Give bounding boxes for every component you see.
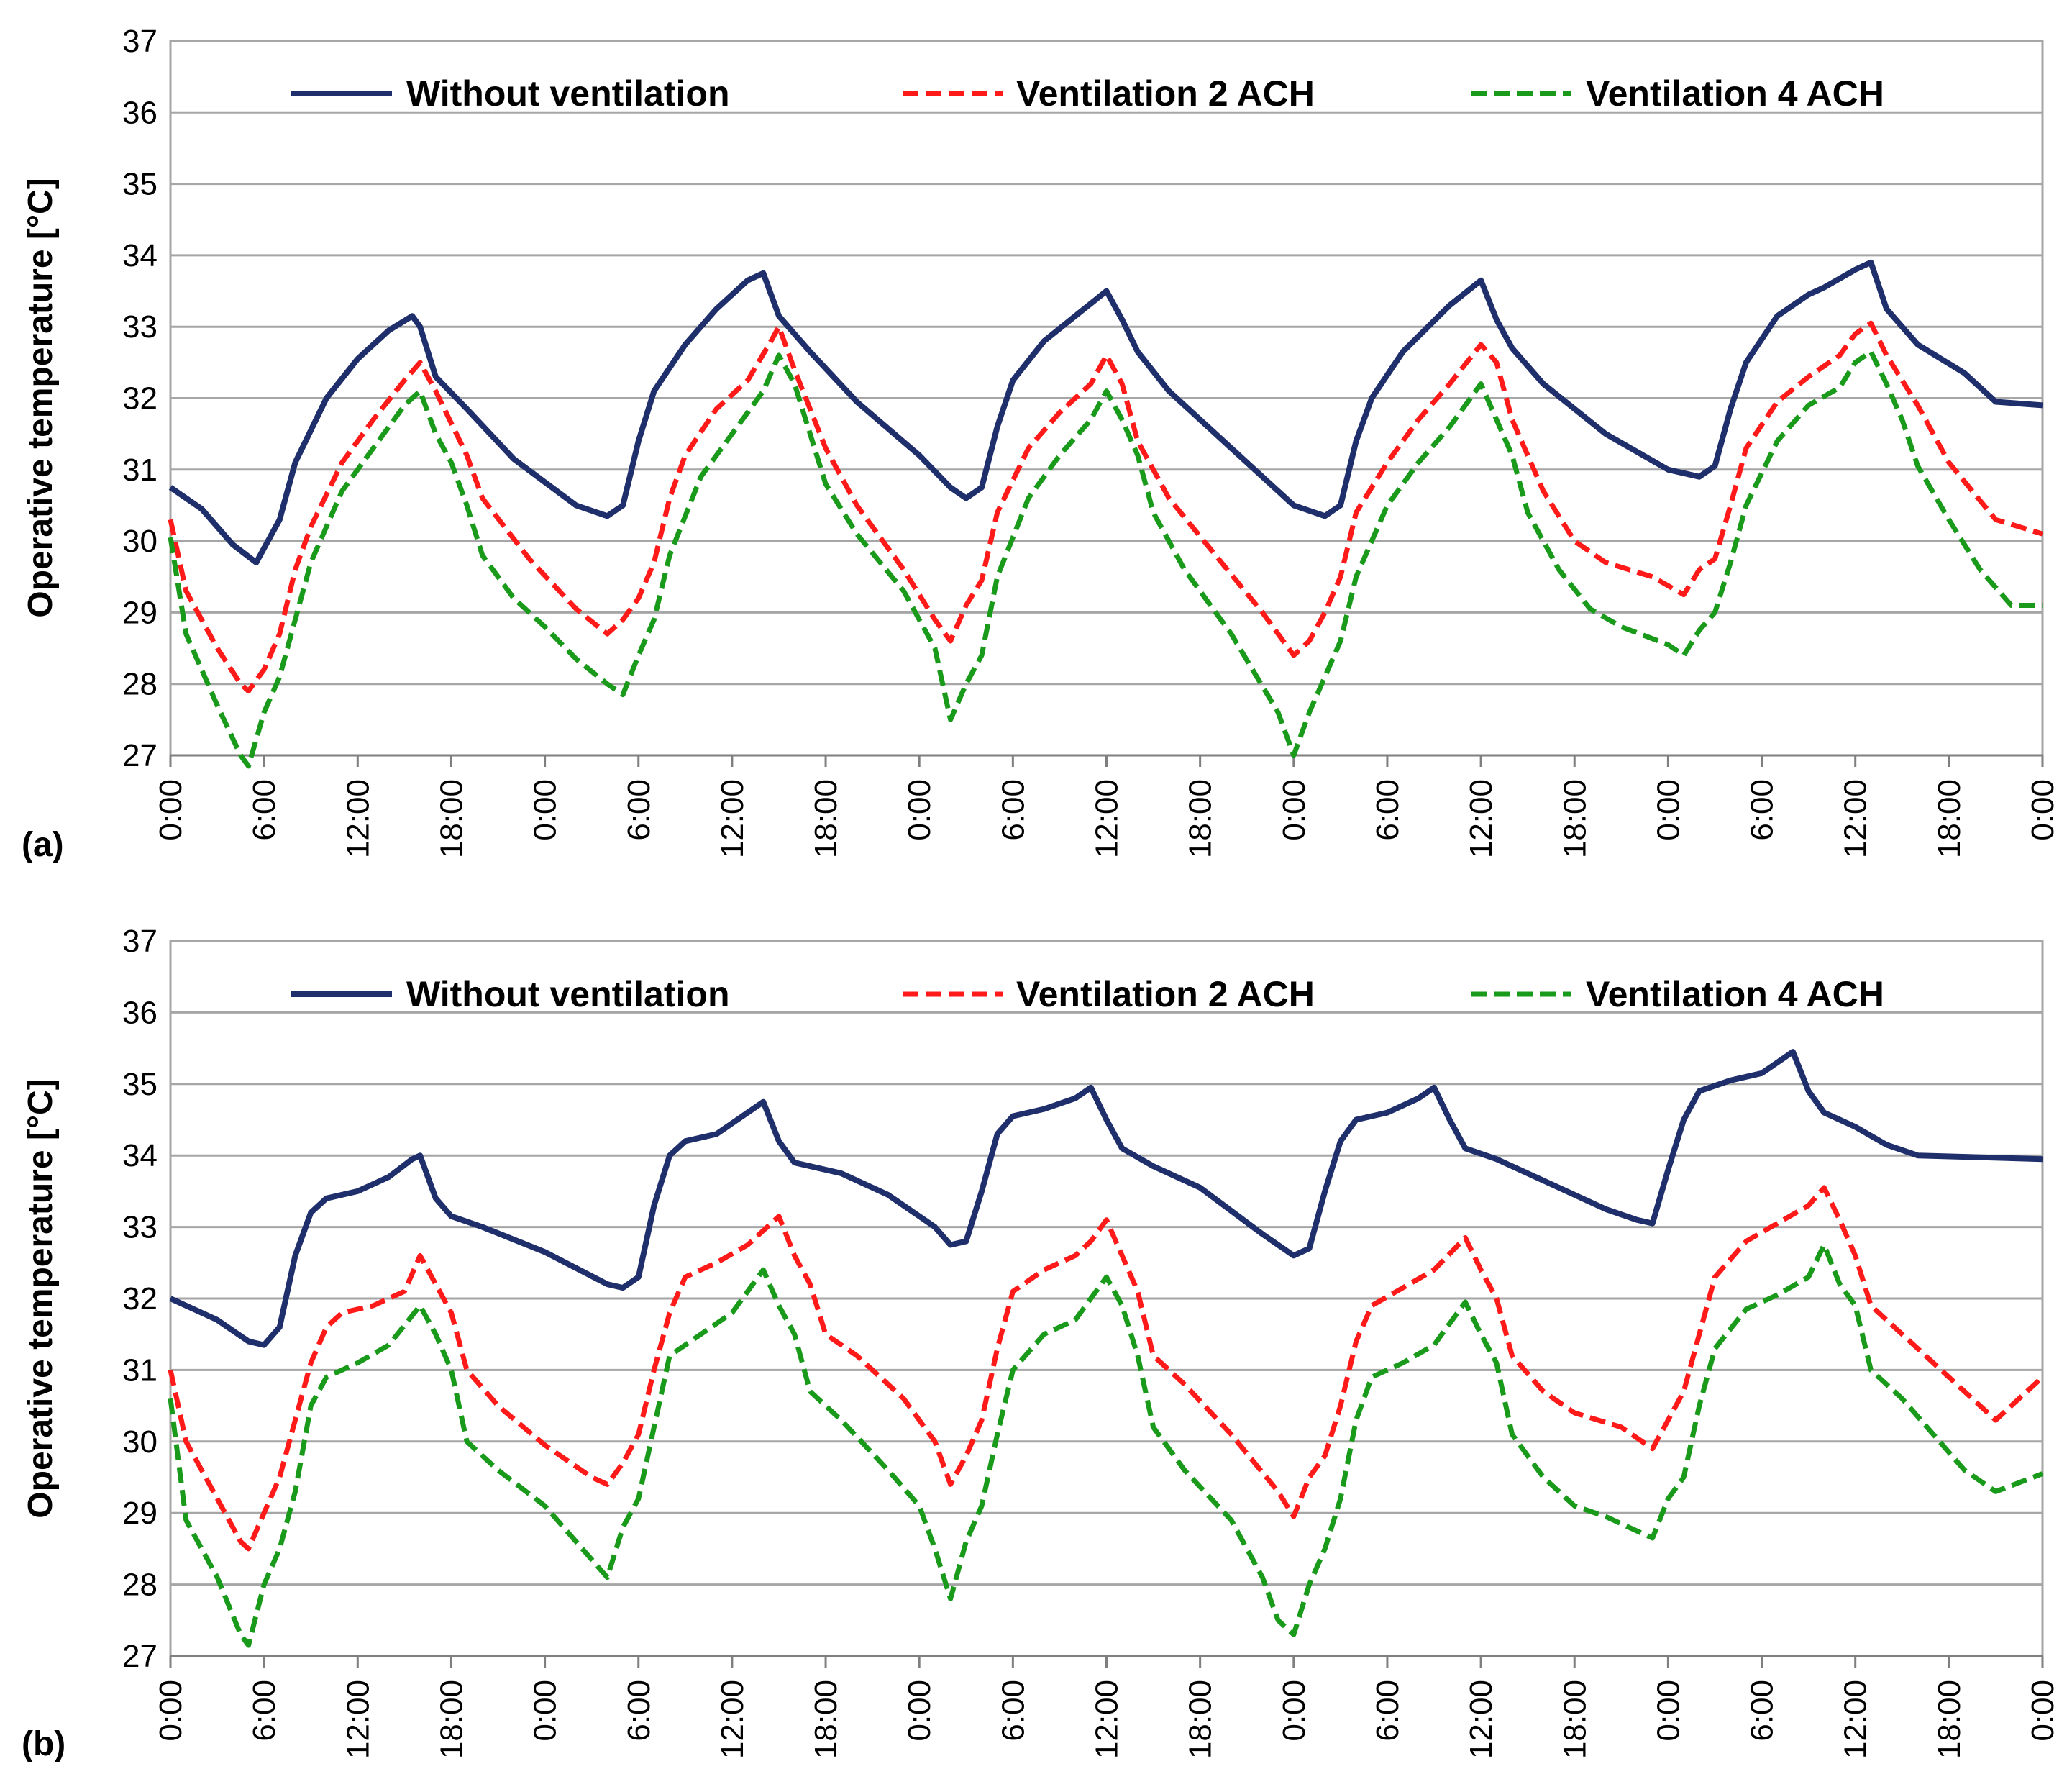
x-tick-label: 6:00 xyxy=(995,779,1031,841)
panel-label: (b) xyxy=(22,1725,65,1763)
x-tick-label: 18:00 xyxy=(1557,779,1592,858)
ventilation-4-ach-line xyxy=(168,1242,2044,1648)
legend-label: Ventilation 2 ACH xyxy=(1016,73,1315,114)
x-tick-label: 0:00 xyxy=(1651,779,1686,841)
y-tick-label: 34 xyxy=(122,238,158,273)
y-tick-label: 29 xyxy=(122,1496,158,1531)
x-tick-label: 18:00 xyxy=(1183,1680,1218,1759)
x-tick-label: 0:00 xyxy=(902,1680,937,1742)
y-tick-label: 32 xyxy=(122,1281,158,1316)
x-tick-label: 6:00 xyxy=(1745,779,1780,841)
panel-b: 27 28 29 30 31 32 33 34 35 36 37 0:00 6:00 12:00 18:00… xyxy=(22,924,2060,1763)
x-tick-label: 0:00 xyxy=(2025,779,2060,841)
y-tick-label: 31 xyxy=(122,452,158,488)
x-tick-label: 0:00 xyxy=(1651,1680,1686,1742)
x-tick-label: 18:00 xyxy=(434,1680,469,1759)
y-tick-label: 30 xyxy=(122,524,158,559)
without-ventilation-line xyxy=(169,1049,2043,1348)
y-tick-label: 28 xyxy=(122,667,158,702)
panel-label: (a) xyxy=(22,826,64,864)
y-tick-label: 36 xyxy=(122,995,158,1030)
legend-label: Ventilation 4 ACH xyxy=(1586,974,1884,1014)
x-tick-label: 18:00 xyxy=(808,779,844,858)
x-tick-label: 12:00 xyxy=(1838,1680,1874,1759)
ventilation-2-ach-line xyxy=(168,320,2044,694)
x-tick-label: 12:00 xyxy=(1090,779,1125,858)
x-tick-label: 12:00 xyxy=(1838,779,1874,858)
y-axis-title: Operative temperature [°C] xyxy=(22,1078,60,1518)
x-tick-label: 6:00 xyxy=(621,1680,657,1742)
y-tick-label: 35 xyxy=(122,167,158,202)
x-tick-label: 0:00 xyxy=(1277,1680,1312,1742)
x-tick-label: 0:00 xyxy=(528,1680,563,1742)
x-tick-label: 0:00 xyxy=(153,1680,188,1742)
x-tick-label: 0:00 xyxy=(1277,779,1312,841)
y-tick-label: 29 xyxy=(122,595,158,630)
y-tick-label: 30 xyxy=(122,1424,158,1460)
legend-label: Without ventilation xyxy=(406,73,730,114)
x-tick-label: 0:00 xyxy=(902,779,937,841)
panel-a: 27 28 29 30 31 32 33 34 35 36 37 0:00 6:00 12:00 18:00… xyxy=(22,24,2060,864)
y-tick-label: 31 xyxy=(122,1352,158,1388)
legend-label: Ventilation 2 ACH xyxy=(1016,974,1315,1014)
x-tick-label: 6:00 xyxy=(995,1680,1031,1742)
legend-label: Ventilation 4 ACH xyxy=(1586,73,1884,114)
x-tick-label: 18:00 xyxy=(808,1680,844,1759)
x-tick-label: 18:00 xyxy=(434,779,469,858)
x-tick-label: 6:00 xyxy=(1745,1680,1780,1742)
x-tick-label: 0:00 xyxy=(2025,1680,2060,1742)
x-tick-label: 6:00 xyxy=(247,1680,282,1742)
x-tick-label: 6:00 xyxy=(247,779,282,841)
x-tick-label: 12:00 xyxy=(1464,1680,1499,1759)
x-tick-label: 12:00 xyxy=(340,1680,375,1759)
ventilation-2-ach-line xyxy=(168,1185,2045,1552)
y-tick-label: 32 xyxy=(122,381,158,417)
x-tick-label: 18:00 xyxy=(1932,779,1967,858)
x-tick-label: 12:00 xyxy=(715,1680,750,1759)
ventilation-4-ach-line xyxy=(168,349,2043,769)
y-tick-label: 36 xyxy=(122,95,158,130)
y-axis-title: Operative temperature [°C] xyxy=(22,178,60,617)
x-tick-label: 12:00 xyxy=(1464,779,1499,858)
y-tick-label: 27 xyxy=(122,738,158,773)
x-tick-label: 18:00 xyxy=(1183,779,1218,858)
x-tick-label: 18:00 xyxy=(1557,1680,1592,1759)
y-tick-label: 28 xyxy=(122,1568,158,1603)
x-tick-label: 18:00 xyxy=(1932,1680,1967,1759)
y-tick-label: 34 xyxy=(122,1138,158,1173)
x-tick-label: 6:00 xyxy=(1370,1680,1405,1742)
y-tick-label: 33 xyxy=(122,309,158,345)
x-tick-label: 6:00 xyxy=(1370,779,1405,841)
x-tick-label: 0:00 xyxy=(153,779,188,841)
y-tick-label: 35 xyxy=(122,1067,158,1102)
legend-label: Without ventilation xyxy=(406,974,730,1014)
x-tick-label: 12:00 xyxy=(1090,1680,1125,1759)
y-tick-label: 33 xyxy=(122,1210,158,1245)
x-tick-label: 6:00 xyxy=(621,779,657,841)
y-tick-label: 27 xyxy=(122,1639,158,1674)
y-tick-label: 37 xyxy=(122,24,158,59)
x-tick-label: 0:00 xyxy=(528,779,563,841)
y-tick-label: 37 xyxy=(122,924,158,959)
without-ventilation-line xyxy=(168,259,2043,565)
x-tick-label: 12:00 xyxy=(340,779,375,858)
x-tick-label: 12:00 xyxy=(715,779,750,858)
